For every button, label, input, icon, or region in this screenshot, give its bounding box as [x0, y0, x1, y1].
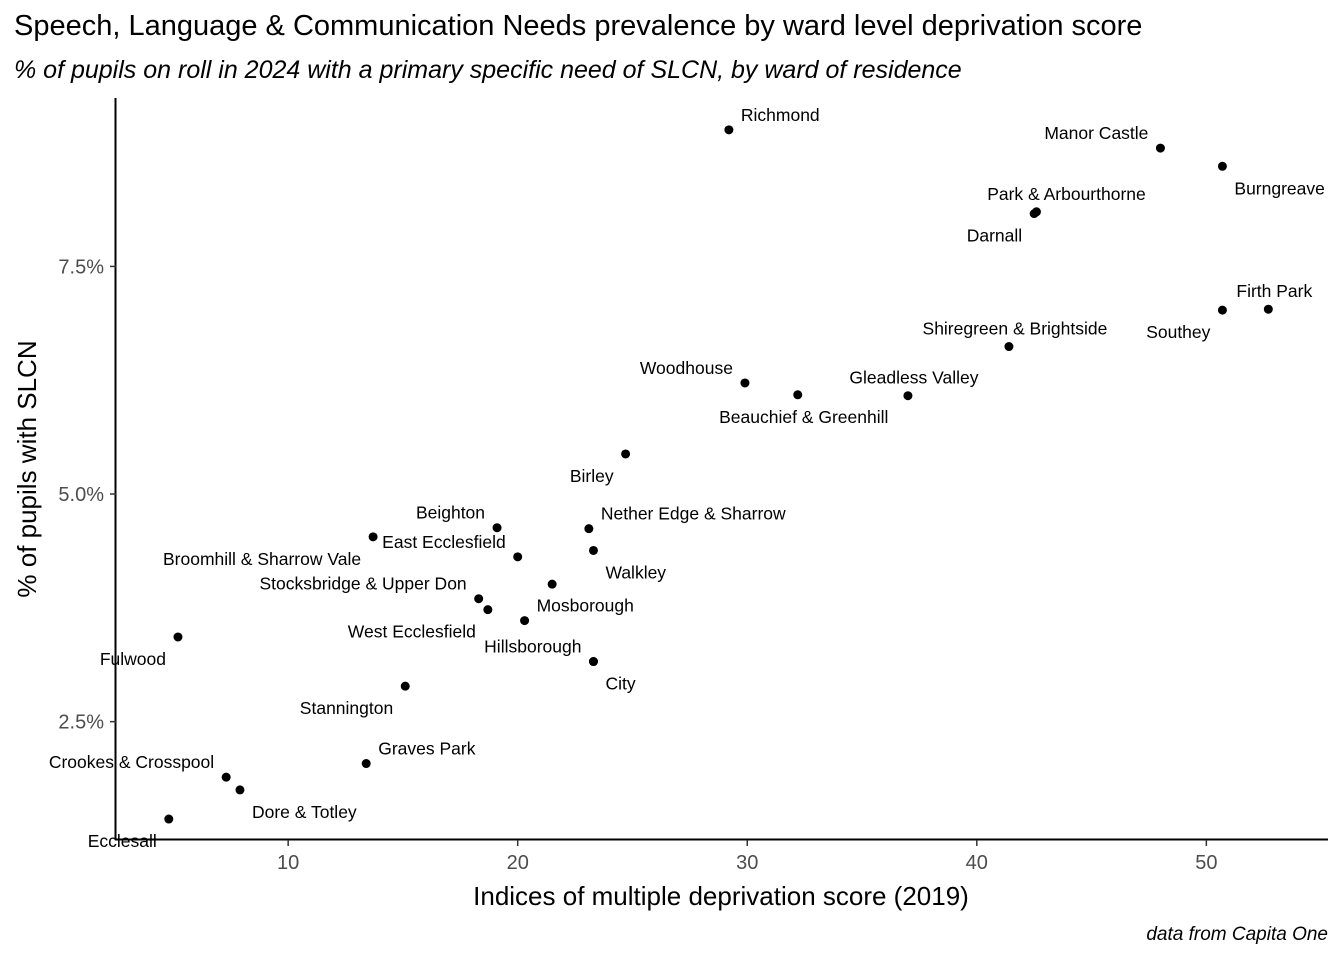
data-point — [520, 616, 530, 626]
point-label: West Ecclesfield — [348, 622, 476, 642]
point-label: Park & Arbourthorne — [987, 184, 1146, 204]
data-point — [903, 391, 913, 401]
data-point — [361, 759, 371, 769]
point-label: Beighton — [416, 503, 485, 523]
x-axis-title: Indices of multiple deprivation score (2… — [473, 881, 969, 911]
point-label: Nether Edge & Sharrow — [601, 504, 786, 524]
point-label: Gleadless Valley — [849, 368, 978, 388]
x-tick-label: 30 — [736, 852, 758, 874]
data-point — [740, 378, 750, 388]
point-label: Shiregreen & Brightside — [923, 319, 1108, 339]
data-point — [492, 523, 502, 533]
chart-subtitle: % of pupils on roll in 2024 with a prima… — [14, 56, 962, 84]
point-label: City — [605, 674, 635, 694]
point-label: Walkley — [605, 562, 666, 582]
x-tick-label: 20 — [507, 852, 529, 874]
point-label: Broomhill & Sharrow Vale — [163, 549, 361, 569]
point-label: Manor Castle — [1044, 123, 1148, 143]
point-label: Darnall — [967, 226, 1022, 246]
data-point — [1217, 161, 1227, 171]
data-point — [368, 532, 378, 542]
y-tick-label: 7.5% — [58, 256, 104, 278]
chart-caption: data from Capita One — [1146, 924, 1328, 945]
data-point — [221, 772, 231, 782]
data-point — [621, 449, 631, 459]
data-points — [164, 125, 1273, 824]
x-axis-ticks: 10 20 30 40 50 — [277, 840, 1217, 874]
point-label: East Ecclesfield — [382, 532, 506, 552]
point-label: Mosborough — [537, 596, 634, 616]
data-point — [164, 814, 174, 824]
y-tick-label: 2.5% — [58, 712, 104, 734]
data-point — [474, 594, 484, 604]
x-tick-label: 50 — [1195, 852, 1217, 874]
data-point — [1004, 342, 1014, 352]
point-label: Dore & Totley — [252, 802, 357, 822]
data-point — [584, 524, 594, 534]
data-point — [400, 681, 410, 691]
data-point — [547, 579, 557, 589]
point-label: Graves Park — [378, 739, 475, 759]
data-point — [588, 657, 598, 667]
data-point — [513, 552, 523, 562]
data-point — [235, 785, 245, 795]
y-tick-label: 5.0% — [58, 484, 104, 506]
point-label: Stannington — [300, 698, 393, 718]
x-tick-label: 40 — [966, 852, 988, 874]
point-label: Burngreave — [1234, 178, 1324, 198]
point-label: Hillsborough — [484, 637, 581, 657]
point-label: Firth Park — [1236, 281, 1312, 301]
point-label: Richmond — [741, 105, 820, 125]
point-label: Crookes & Crosspool — [49, 752, 214, 772]
point-label: Fulwood — [100, 649, 166, 669]
data-point — [588, 545, 598, 555]
y-axis-title: % of pupils with SLCN — [12, 340, 42, 597]
point-label: Beauchief & Greenhill — [719, 407, 888, 427]
data-point — [724, 125, 734, 135]
chart-title: Speech, Language & Communication Needs p… — [14, 10, 1143, 42]
data-point — [1155, 143, 1165, 153]
data-point — [793, 390, 803, 400]
data-point — [1217, 305, 1227, 315]
point-label: Birley — [570, 466, 614, 486]
point-label: Woodhouse — [640, 358, 733, 378]
data-point — [1029, 209, 1039, 219]
point-label: Ecclesall — [88, 831, 157, 851]
data-point — [1263, 304, 1273, 314]
data-point — [483, 605, 493, 615]
x-tick-label: 10 — [277, 852, 299, 874]
data-point — [173, 632, 183, 642]
point-label: Southey — [1146, 322, 1210, 342]
y-axis-ticks: 2.5% 5.0% 7.5% — [58, 256, 116, 734]
point-label: Stocksbridge & Upper Don — [259, 574, 466, 594]
point-labels: Richmond Manor Castle Burngreave Park & Arb… — [49, 105, 1325, 851]
